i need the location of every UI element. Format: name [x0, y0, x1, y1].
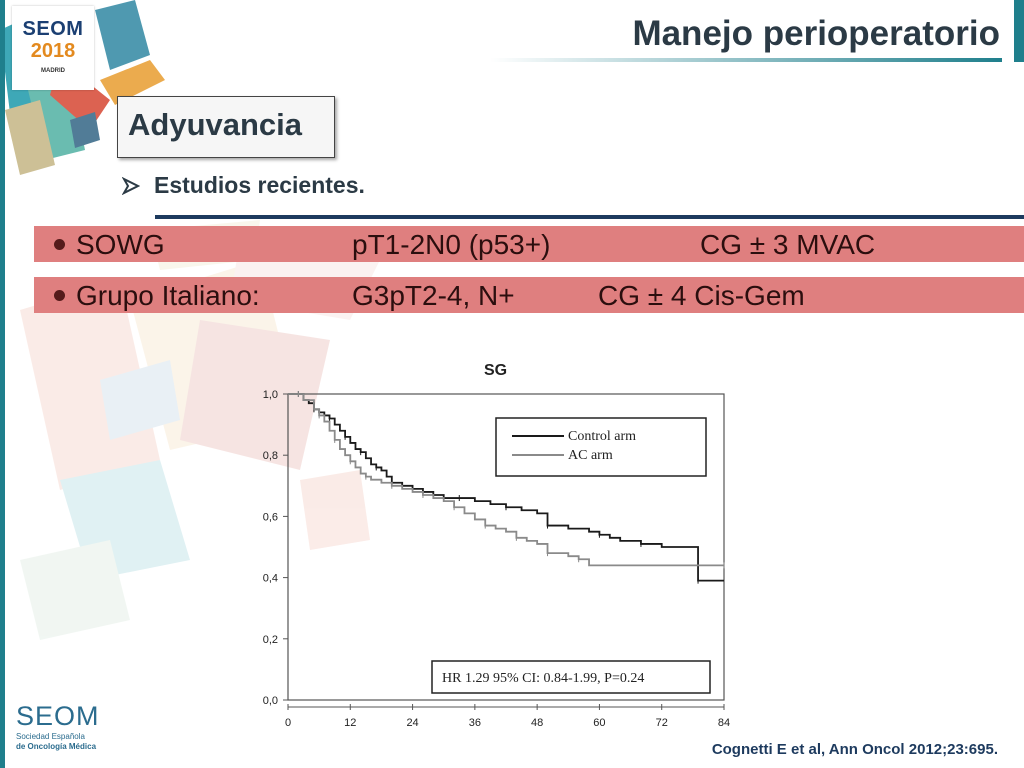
- logo-name: SEOM: [22, 18, 84, 40]
- population: pT1-2N0 (p53+): [352, 229, 551, 260]
- legend-label: Control arm: [568, 429, 636, 444]
- hazard-ratio-annotation: HR 1.29 95% CI: 0.84-1.99, P=0.24: [442, 671, 644, 686]
- table-row: SOWG pT1-2N0 (p53+) CG ± 3 MVAC: [34, 226, 1024, 262]
- legend-box: [495, 417, 707, 477]
- logo-city: MADRID: [41, 68, 65, 74]
- bullet-text: Estudios recientes.: [154, 172, 365, 198]
- seom-2018-logo: SEOM 2018 MADRID: [12, 6, 94, 90]
- seom-society-logo: SEOM Sociedad Española de Oncología Médi…: [16, 702, 100, 752]
- header-underline: [490, 58, 1002, 62]
- y-tick-label: 0,0: [263, 695, 278, 707]
- population: G3pT2-4, N+: [352, 280, 515, 311]
- left-accent-bar: [0, 0, 5, 768]
- table-top-rule: [155, 215, 1024, 219]
- citation: Cognetti E et al, Ann Oncol 2012;23:695.: [711, 741, 998, 758]
- y-tick-label: 0,4: [263, 573, 278, 585]
- plot-frame: [287, 393, 725, 701]
- x-tick-label: 12: [344, 717, 356, 729]
- society-logo-sub1: Sociedad Española: [16, 732, 85, 741]
- section-title: Adyuvancia: [128, 107, 303, 142]
- x-tick-label: 36: [469, 717, 481, 729]
- section-title-box: Adyuvancia: [117, 96, 335, 158]
- x-tick-label: 84: [718, 717, 730, 729]
- y-tick-label: 1,0: [263, 389, 278, 401]
- study-name: Grupo Italiano:: [76, 280, 260, 311]
- society-logo-name: SEOM: [16, 701, 100, 731]
- y-tick-label: 0,2: [263, 634, 278, 646]
- page-title: Manejo perioperatorio: [632, 14, 1000, 53]
- bullet-dot-icon: [54, 290, 65, 301]
- study-name: SOWG: [76, 229, 165, 260]
- x-tick-label: 0: [285, 717, 291, 729]
- right-accent-bar: [1014, 0, 1024, 62]
- bullet-item: Estudios recientes.: [122, 172, 365, 199]
- y-tick-label: 0,8: [263, 450, 278, 462]
- treatment: CG ± 3 MVAC: [700, 229, 876, 260]
- survival-chart: 0,0 0,2 0,4 0,6 0,8 1,0 0 12 24 36 48 60 72 84 Control…: [263, 389, 730, 729]
- y-tick-label: 0,6: [263, 511, 278, 523]
- legend-label: AC arm: [568, 448, 613, 463]
- chart-title: SG: [484, 362, 508, 379]
- x-tick-label: 72: [656, 717, 668, 729]
- x-tick-label: 48: [531, 717, 543, 729]
- series-line-ac-arm: [288, 393, 724, 567]
- bullet-dot-icon: [54, 239, 65, 250]
- annotation-box: [431, 660, 711, 694]
- x-tick-label: 24: [406, 717, 418, 729]
- arrow-bullet-icon: [122, 176, 140, 195]
- treatment: CG ± 4 Cis-Gem: [598, 280, 805, 311]
- table-row: Grupo Italiano: G3pT2-4, N+ CG ± 4 Cis-G…: [34, 277, 1024, 313]
- society-logo-sub2: de Oncología Médica: [16, 742, 97, 751]
- x-tick-label: 60: [593, 717, 605, 729]
- logo-year: 2018: [30, 40, 76, 62]
